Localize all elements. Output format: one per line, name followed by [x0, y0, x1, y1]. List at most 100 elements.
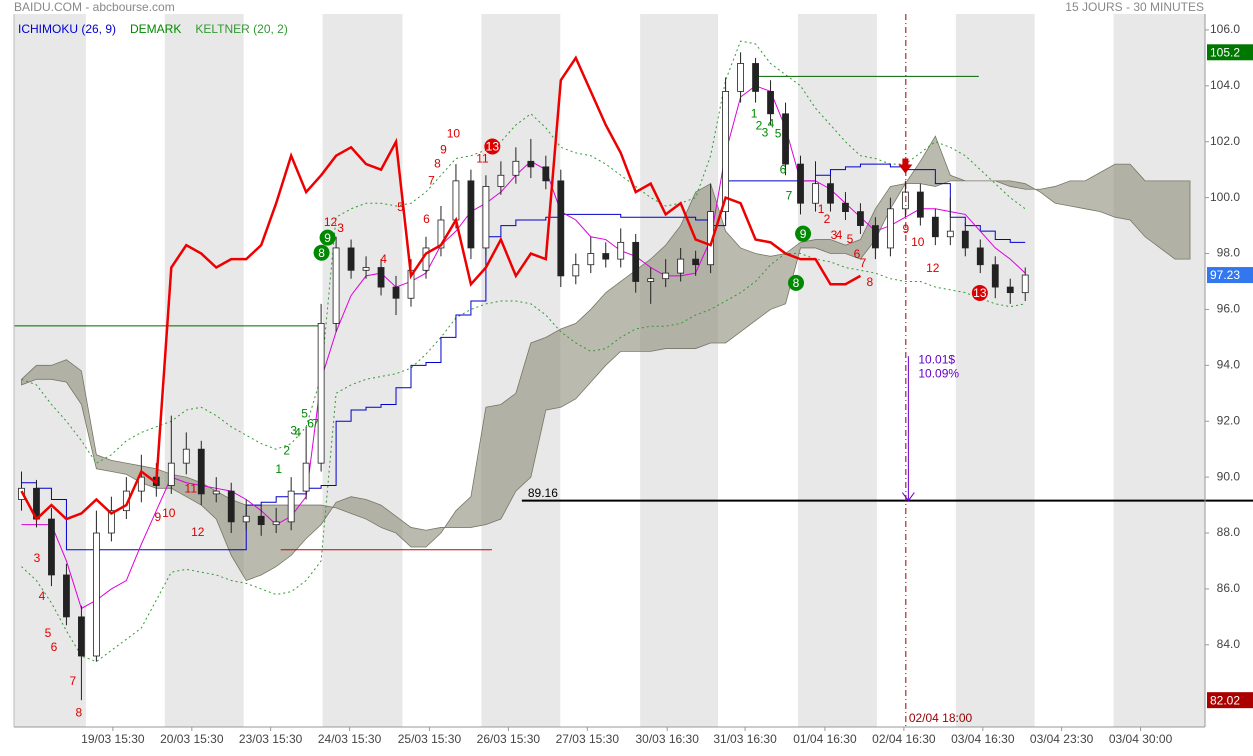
demark-count: 3 — [337, 221, 344, 235]
demark-count: 8 — [318, 246, 325, 260]
candle-body — [362, 267, 370, 271]
y-tick-label: 98.0 — [1217, 246, 1241, 260]
demark-count: 1 — [275, 462, 282, 476]
indicator-line — [20, 55, 862, 522]
demark-count: 3 — [34, 551, 41, 565]
candle-body — [527, 160, 535, 168]
candle-body — [587, 253, 595, 266]
candle-body — [242, 515, 250, 523]
demark-count: 5 — [301, 406, 308, 420]
price-tag — [1207, 44, 1253, 61]
demark-count: 7 — [428, 174, 435, 188]
candle-body — [63, 574, 70, 618]
candle-body — [602, 253, 610, 260]
candle-body — [1006, 286, 1014, 294]
demark-count: 7 — [786, 189, 793, 203]
x-tick-label: 03/04 23:30 — [1030, 732, 1094, 746]
demark-count: 6 — [307, 416, 314, 430]
candle-body — [812, 183, 819, 204]
candle-body — [886, 208, 894, 249]
demark-count: 9 — [154, 510, 161, 524]
demark-circle — [971, 284, 988, 301]
y-tick-label: 84.0 — [1217, 637, 1241, 651]
candle-body — [197, 448, 205, 495]
y-tick-label: 88.0 — [1217, 525, 1241, 539]
day-band — [640, 14, 719, 727]
day-band — [955, 14, 1035, 727]
demark-count: 5 — [847, 232, 854, 246]
signal-arrow — [898, 158, 913, 174]
demark-count: 9 — [902, 222, 909, 236]
y-tick-label: 94.0 — [1217, 358, 1241, 372]
demark-count: 4 — [294, 425, 301, 439]
demark-count: 9 — [440, 143, 447, 157]
demark-count: 2 — [756, 119, 763, 133]
demark-count: 10 — [447, 127, 461, 141]
day-band — [797, 14, 877, 727]
chart-subtitle: 15 JOURS - 30 MINUTES — [1065, 0, 1204, 14]
x-tick-label: 02/04 16:30 — [872, 732, 936, 746]
demark-count: 9 — [800, 227, 807, 241]
candle-body — [92, 532, 100, 657]
candle-body — [452, 180, 460, 221]
legend-entry: ICHIMOKU (26, 9) — [18, 22, 116, 36]
x-tick-label: 20/03 15:30 — [160, 732, 224, 746]
candle-body — [137, 476, 145, 492]
candle-body — [617, 241, 625, 260]
candle-body — [632, 241, 640, 282]
candle-body — [542, 166, 550, 182]
demark-count: 6 — [854, 247, 861, 261]
demark-count: 8 — [76, 705, 83, 719]
y-tick-label: 100.0 — [1210, 190, 1240, 204]
day-band — [164, 14, 244, 727]
candle-body — [991, 264, 999, 288]
demark-circle — [795, 225, 812, 242]
price-tag — [1207, 692, 1253, 709]
demark-count: 4 — [39, 589, 46, 603]
y-tick-label: 106.0 — [1210, 22, 1240, 36]
demark-count: 10 — [911, 235, 925, 249]
candle-body — [662, 272, 670, 280]
candle-body — [302, 462, 310, 492]
demark-count: 8 — [867, 275, 874, 289]
x-tick-label: 03/04 16:30 — [951, 732, 1015, 746]
legend-entry: KELTNER (20, 2) — [195, 22, 287, 36]
demark-count: 2 — [824, 212, 831, 226]
legend-entry: DEMARK — [130, 22, 181, 36]
candle-body — [931, 216, 939, 238]
y-tick-label: 86.0 — [1217, 581, 1241, 595]
demark-count: 3 — [762, 126, 769, 140]
demark-count: 6 — [51, 640, 58, 654]
demark-count: 4 — [836, 228, 843, 242]
candle-body — [827, 183, 834, 204]
candle-body — [377, 267, 385, 288]
demark-count: 11 — [476, 152, 489, 166]
candle-body — [1021, 274, 1029, 294]
price-tag-label: 97.23 — [1210, 268, 1240, 282]
demark-count: 4 — [380, 252, 387, 266]
y-tick-label: 92.0 — [1217, 413, 1241, 427]
x-tick-label: 27/03 15:30 — [556, 732, 620, 746]
candle-body — [961, 230, 969, 249]
demark-count: 9 — [324, 231, 331, 245]
demark-count: 12 — [191, 525, 205, 539]
candle-body — [167, 462, 175, 486]
candle-body — [737, 63, 744, 92]
x-tick-label: 25/03 15:30 — [398, 732, 462, 746]
candle-body — [512, 160, 520, 176]
x-tick-label: 31/03 16:30 — [713, 732, 777, 746]
candle-body — [257, 515, 265, 526]
y-tick-label: 102.0 — [1210, 134, 1240, 148]
candle-body — [647, 278, 655, 282]
candle-body — [437, 219, 445, 249]
demark-count: 6 — [780, 163, 787, 177]
indicator-line — [21, 40, 1026, 464]
candle-body — [332, 247, 340, 324]
candle-body — [287, 490, 295, 523]
candle-body — [677, 258, 685, 274]
ichimoku-cloud — [21, 135, 1191, 582]
chart-title: BAIDU.COM - abcbourse.com — [14, 0, 175, 14]
candle-body — [212, 490, 220, 495]
candle-body — [767, 91, 774, 115]
